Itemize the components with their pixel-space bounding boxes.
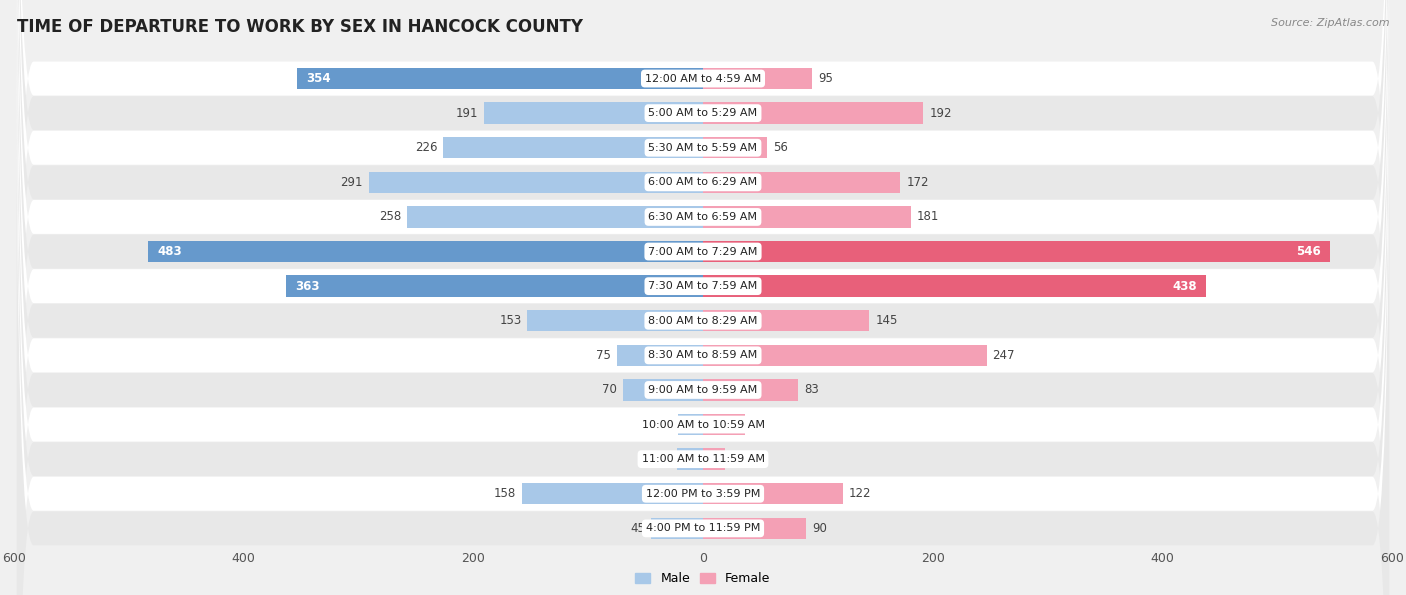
Bar xyxy=(617,345,703,366)
Text: 546: 546 xyxy=(1296,245,1320,258)
Bar xyxy=(297,68,703,89)
Bar xyxy=(703,102,924,124)
Text: 247: 247 xyxy=(993,349,1015,362)
Text: 10:00 AM to 10:59 AM: 10:00 AM to 10:59 AM xyxy=(641,419,765,430)
Text: 5:00 AM to 5:29 AM: 5:00 AM to 5:29 AM xyxy=(648,108,758,118)
Text: 9:00 AM to 9:59 AM: 9:00 AM to 9:59 AM xyxy=(648,385,758,395)
Text: 11:00 AM to 11:59 AM: 11:00 AM to 11:59 AM xyxy=(641,454,765,464)
FancyBboxPatch shape xyxy=(17,0,1389,581)
Text: 226: 226 xyxy=(415,141,437,154)
Bar xyxy=(703,206,911,228)
Bar xyxy=(527,310,703,331)
Bar xyxy=(149,241,703,262)
Bar xyxy=(522,483,703,505)
Text: 22: 22 xyxy=(657,418,672,431)
Text: 19: 19 xyxy=(731,453,745,466)
Text: 95: 95 xyxy=(818,72,832,85)
Text: 56: 56 xyxy=(773,141,787,154)
Bar xyxy=(623,379,703,400)
Bar xyxy=(287,275,703,297)
Text: 191: 191 xyxy=(456,107,478,120)
FancyBboxPatch shape xyxy=(17,0,1389,595)
Text: 438: 438 xyxy=(1173,280,1197,293)
Bar xyxy=(484,102,703,124)
FancyBboxPatch shape xyxy=(17,0,1389,595)
FancyBboxPatch shape xyxy=(17,0,1389,595)
Bar xyxy=(703,518,807,539)
Text: 7:30 AM to 7:59 AM: 7:30 AM to 7:59 AM xyxy=(648,281,758,291)
Text: 6:30 AM to 6:59 AM: 6:30 AM to 6:59 AM xyxy=(648,212,758,222)
FancyBboxPatch shape xyxy=(17,0,1389,595)
Text: 8:00 AM to 8:29 AM: 8:00 AM to 8:29 AM xyxy=(648,316,758,325)
Bar xyxy=(406,206,703,228)
Bar xyxy=(703,137,768,158)
Bar xyxy=(368,171,703,193)
FancyBboxPatch shape xyxy=(17,0,1389,595)
Bar xyxy=(703,171,900,193)
Bar xyxy=(703,275,1206,297)
Text: 75: 75 xyxy=(596,349,612,362)
Text: 12:00 AM to 4:59 AM: 12:00 AM to 4:59 AM xyxy=(645,74,761,83)
Bar xyxy=(703,414,745,436)
Text: 23: 23 xyxy=(657,453,671,466)
Bar xyxy=(703,241,1330,262)
FancyBboxPatch shape xyxy=(17,0,1389,595)
Bar xyxy=(676,449,703,470)
Legend: Male, Female: Male, Female xyxy=(636,572,770,585)
Text: 181: 181 xyxy=(917,211,939,224)
Text: 158: 158 xyxy=(494,487,516,500)
Text: 122: 122 xyxy=(849,487,872,500)
Bar xyxy=(703,449,725,470)
Text: 45: 45 xyxy=(631,522,645,535)
FancyBboxPatch shape xyxy=(17,26,1389,595)
Text: 4:00 PM to 11:59 PM: 4:00 PM to 11:59 PM xyxy=(645,524,761,533)
FancyBboxPatch shape xyxy=(17,0,1389,595)
Text: 258: 258 xyxy=(378,211,401,224)
Bar xyxy=(443,137,703,158)
Text: 6:00 AM to 6:29 AM: 6:00 AM to 6:29 AM xyxy=(648,177,758,187)
Text: 5:30 AM to 5:59 AM: 5:30 AM to 5:59 AM xyxy=(648,143,758,153)
Text: 8:30 AM to 8:59 AM: 8:30 AM to 8:59 AM xyxy=(648,350,758,361)
Text: 363: 363 xyxy=(295,280,321,293)
Bar xyxy=(703,68,813,89)
Text: TIME OF DEPARTURE TO WORK BY SEX IN HANCOCK COUNTY: TIME OF DEPARTURE TO WORK BY SEX IN HANC… xyxy=(17,18,583,36)
Text: 192: 192 xyxy=(929,107,952,120)
FancyBboxPatch shape xyxy=(17,0,1389,595)
FancyBboxPatch shape xyxy=(17,0,1389,595)
Bar xyxy=(651,518,703,539)
Text: 172: 172 xyxy=(907,176,929,189)
Text: 7:00 AM to 7:29 AM: 7:00 AM to 7:29 AM xyxy=(648,246,758,256)
Text: 83: 83 xyxy=(804,383,818,396)
Text: 483: 483 xyxy=(157,245,183,258)
Bar xyxy=(703,379,799,400)
Bar xyxy=(703,310,869,331)
Text: 354: 354 xyxy=(305,72,330,85)
Bar xyxy=(678,414,703,436)
Text: 37: 37 xyxy=(751,418,766,431)
Bar xyxy=(703,345,987,366)
FancyBboxPatch shape xyxy=(17,0,1389,595)
Text: 12:00 PM to 3:59 PM: 12:00 PM to 3:59 PM xyxy=(645,488,761,499)
Text: 90: 90 xyxy=(813,522,827,535)
Text: 70: 70 xyxy=(602,383,617,396)
Bar xyxy=(703,483,844,505)
FancyBboxPatch shape xyxy=(17,0,1389,595)
FancyBboxPatch shape xyxy=(17,0,1389,595)
Text: 291: 291 xyxy=(340,176,363,189)
Text: Source: ZipAtlas.com: Source: ZipAtlas.com xyxy=(1271,18,1389,28)
Text: 145: 145 xyxy=(875,314,897,327)
Text: 153: 153 xyxy=(499,314,522,327)
